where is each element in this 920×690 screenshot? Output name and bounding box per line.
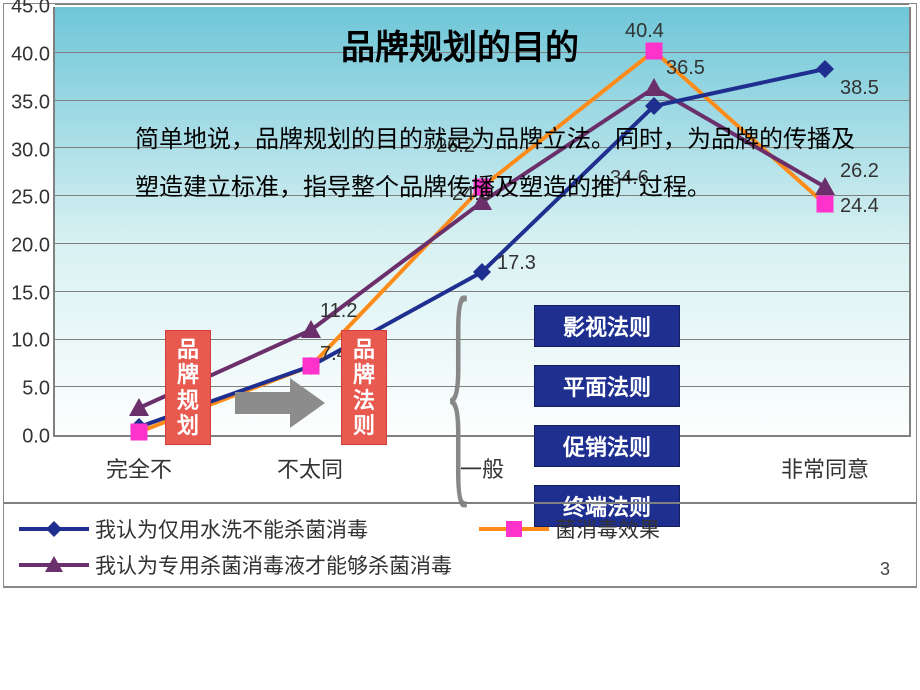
- xtick-4: 非常同意: [781, 452, 869, 484]
- legend-label-2: 我认为专用杀菌消毒液才能够杀菌消毒: [95, 550, 452, 580]
- slide-title: 品牌规划的目的: [0, 20, 920, 69]
- ytick-5: 25.0: [5, 187, 50, 210]
- dl-s1-2: 17.3: [497, 252, 536, 275]
- red-box-rules: 品牌法则: [341, 330, 387, 445]
- legend-label-0: 我认为仅用水洗不能杀菌消毒: [95, 514, 368, 544]
- ytick-7: 35.0: [5, 92, 50, 115]
- page-number: 3: [880, 559, 890, 580]
- brace-icon: {: [445, 240, 472, 536]
- legend-swatch-1: [479, 519, 549, 539]
- legend-swatch-0: [19, 519, 89, 539]
- arrow-icon: [230, 378, 330, 428]
- blue-box-1: 平面法则: [534, 365, 680, 407]
- legend-item-2: 我认为专用杀菌消毒液才能够杀菌消毒: [19, 550, 452, 580]
- ytick-9: 45.0: [5, 0, 50, 19]
- xtick-0: 完全不: [106, 452, 172, 484]
- slide-body: 简单地说，品牌规划的目的就是为品牌立法。同时，为品牌的传播及塑造建立标准，指导整…: [135, 116, 855, 212]
- red-box-planning: 品牌规划: [165, 330, 211, 445]
- legend-item-1: 菌消毒效果: [479, 514, 660, 544]
- ytick-6: 30.0: [5, 140, 50, 163]
- ytick-1: 5.0: [5, 378, 50, 401]
- ytick-2: 10.0: [5, 330, 50, 353]
- dl-s3-1: 11.2: [320, 300, 357, 323]
- blue-box-0: 影视法则: [534, 305, 680, 347]
- legend-item-0: 我认为仅用水洗不能杀菌消毒: [19, 514, 368, 544]
- legend: 我认为仅用水洗不能杀菌消毒 菌消毒效果 我认为专用杀菌消毒液才能够杀菌消毒: [3, 502, 917, 587]
- blue-box-2: 促销法则: [534, 425, 680, 467]
- ytick-0: 0.0: [5, 426, 50, 449]
- dl-s1-4: 38.5: [840, 77, 879, 100]
- ytick-3: 15.0: [5, 283, 50, 306]
- xtick-1: 不太同: [277, 452, 343, 484]
- ytick-4: 20.0: [5, 235, 50, 258]
- legend-label-1: 菌消毒效果: [555, 514, 660, 544]
- legend-swatch-2: [19, 555, 89, 575]
